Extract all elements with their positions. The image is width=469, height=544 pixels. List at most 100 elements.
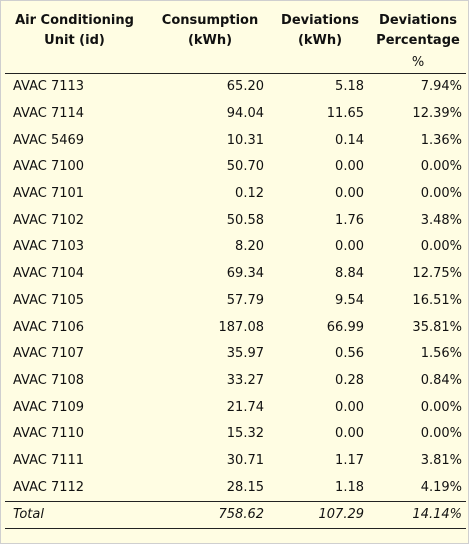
- deviations-cell: 1.76: [335, 212, 364, 228]
- unit-cell: AVAC 7108: [13, 372, 85, 388]
- percentage-cell: 3.81%: [420, 452, 462, 468]
- deviations-cell: 9.54: [335, 292, 364, 308]
- deviations-cell: 0.00: [335, 159, 364, 175]
- consumption-deviations-table: Air Conditioning Unit (id) Consumption (…: [5, 5, 466, 529]
- unit-cell: AVAC 5469: [13, 132, 85, 148]
- consumption-cell: 28.15: [226, 479, 264, 495]
- consumption-cell: 94.04: [226, 106, 264, 122]
- table-row: AVAC 7104 69.34 8.84 12.75%: [5, 261, 466, 288]
- header-row: Air Conditioning Unit (id) Consumption (…: [5, 5, 466, 74]
- table-row: AVAC 7113 65.20 5.18 7.94%: [5, 74, 466, 101]
- table-row: AVAC 7107 35.97 0.56 1.56%: [5, 341, 466, 368]
- table-row: AVAC 7111 30.71 1.17 3.81%: [5, 448, 466, 475]
- header-consumption-line1: Consumption: [161, 13, 259, 28]
- percentage-cell: 0.00%: [420, 426, 462, 442]
- consumption-cell: 8.20: [235, 239, 264, 255]
- consumption-cell: 30.71: [226, 452, 264, 468]
- consumption-cell: 0.12: [235, 186, 264, 202]
- percentage-cell: 0.00%: [420, 239, 462, 255]
- consumption-cell: 69.34: [226, 266, 264, 282]
- percentage-cell: 0.00%: [420, 186, 462, 202]
- unit-cell: AVAC 7106: [13, 319, 85, 335]
- header-deviations-line1: Deviations: [281, 13, 359, 28]
- percentage-cell: 0.00%: [420, 159, 462, 175]
- table-header: Air Conditioning Unit (id) Consumption (…: [5, 5, 466, 74]
- header-unit-line1: Air Conditioning: [15, 13, 134, 28]
- consumption-cell: 35.97: [226, 346, 264, 362]
- deviations-cell: 5.18: [335, 79, 364, 95]
- percentage-cell: 4.19%: [420, 479, 462, 495]
- column-header-percentage: Deviations Percentage %: [370, 5, 466, 74]
- percentage-cell: 7.94%: [420, 79, 462, 95]
- unit-cell: AVAC 7113: [13, 79, 85, 95]
- table-row: AVAC 7110 15.32 0.00 0.00%: [5, 421, 466, 448]
- deviations-cell: 11.65: [326, 106, 364, 122]
- deviations-cell: 0.00: [335, 239, 364, 255]
- column-header-consumption: Consumption (kWh): [150, 5, 270, 74]
- deviations-cell: 0.00: [335, 186, 364, 202]
- consumption-cell: 15.32: [226, 426, 264, 442]
- table-row: AVAC 7106 187.08 66.99 35.81%: [5, 314, 466, 341]
- deviations-cell: 1.17: [335, 452, 364, 468]
- percentage-cell: 1.36%: [420, 132, 462, 148]
- table-row: AVAC 7100 50.70 0.00 0.00%: [5, 154, 466, 181]
- unit-cell: AVAC 7111: [13, 452, 85, 468]
- table-row: AVAC 7103 8.20 0.00 0.00%: [5, 234, 466, 261]
- deviations-cell: 0.00: [335, 426, 364, 442]
- table-row: AVAC 7105 57.79 9.54 16.51%: [5, 288, 466, 315]
- consumption-cell: 10.31: [226, 132, 264, 148]
- table-footer: Total 758.62 107.29 14.14%: [5, 501, 466, 529]
- percentage-cell: 1.56%: [420, 346, 462, 362]
- percentage-cell: 12.75%: [412, 266, 462, 282]
- unit-cell: AVAC 7100: [13, 159, 85, 175]
- total-percentage: 14.14%: [412, 507, 462, 522]
- header-percentage-line2: Percentage: [376, 33, 460, 48]
- consumption-cell: 187.08: [218, 319, 265, 335]
- deviations-cell: 0.00: [335, 399, 364, 415]
- percentage-cell: 16.51%: [412, 292, 462, 308]
- consumption-cell: 65.20: [226, 79, 264, 95]
- header-percentage-line1: Deviations: [379, 13, 457, 28]
- header-consumption-line2: (kWh): [187, 33, 233, 48]
- unit-cell: AVAC 7114: [13, 106, 85, 122]
- unit-cell: AVAC 7107: [13, 346, 85, 362]
- unit-cell: AVAC 7102: [13, 212, 85, 228]
- unit-cell: AVAC 7112: [13, 479, 85, 495]
- unit-cell: AVAC 7109: [13, 399, 85, 415]
- percentage-cell: 0.00%: [420, 399, 462, 415]
- deviations-cell: 0.14: [335, 132, 364, 148]
- consumption-cell: 50.58: [226, 212, 264, 228]
- deviations-cell: 0.28: [335, 372, 364, 388]
- total-label: Total: [13, 507, 44, 522]
- column-header-deviations: Deviations (kWh): [270, 5, 370, 74]
- table-row: AVAC 7109 21.74 0.00 0.00%: [5, 394, 466, 421]
- unit-cell: AVAC 7110: [13, 426, 85, 442]
- total-consumption: 758.62: [218, 507, 265, 522]
- header-percentage-unit: %: [411, 55, 425, 70]
- unit-cell: AVAC 7104: [13, 266, 85, 282]
- consumption-cell: 33.27: [226, 372, 264, 388]
- deviations-cell: 8.84: [335, 266, 364, 282]
- deviations-cell: 66.99: [326, 319, 364, 335]
- table-row: AVAC 7101 0.12 0.00 0.00%: [5, 181, 466, 208]
- unit-cell: AVAC 7101: [13, 186, 85, 202]
- table-row: AVAC 7114 94.04 11.65 12.39%: [5, 101, 466, 128]
- consumption-cell: 21.74: [226, 399, 264, 415]
- table-row: AVAC 7112 28.15 1.18 4.19%: [5, 474, 466, 501]
- percentage-cell: 0.84%: [420, 372, 462, 388]
- table-body: AVAC 7113 65.20 5.18 7.94% AVAC 7114 94.04 11.…: [5, 74, 466, 502]
- percentage-cell: 35.81%: [412, 319, 462, 335]
- total-deviations: 107.29: [318, 507, 365, 522]
- percentage-cell: 3.48%: [420, 212, 462, 228]
- unit-cell: AVAC 7103: [13, 239, 85, 255]
- header-unit-line2: Unit (id): [44, 33, 105, 48]
- column-header-unit: Air Conditioning Unit (id): [5, 5, 150, 74]
- deviations-cell: 1.18: [335, 479, 364, 495]
- table-row: AVAC 7102 50.58 1.76 3.48%: [5, 207, 466, 234]
- header-deviations-line2: (kWh): [297, 33, 343, 48]
- deviations-cell: 0.56: [335, 346, 364, 362]
- unit-cell: AVAC 7105: [13, 292, 85, 308]
- consumption-cell: 50.70: [226, 159, 264, 175]
- consumption-cell: 57.79: [226, 292, 264, 308]
